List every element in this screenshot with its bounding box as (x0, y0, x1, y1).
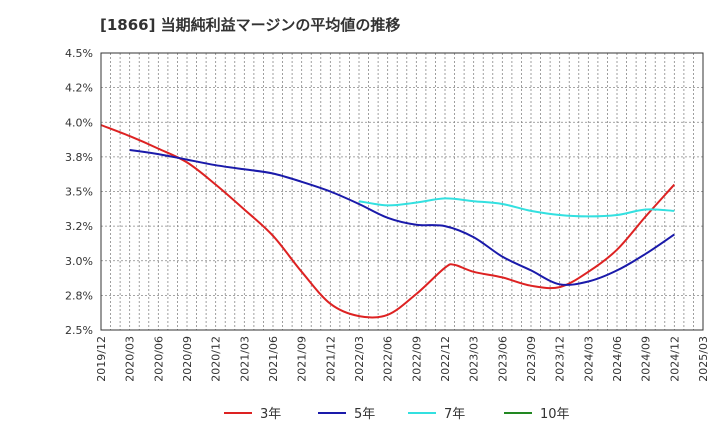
x-tick-label: 2022/03 (353, 336, 366, 382)
y-tick-label: 2.5% (65, 324, 93, 337)
x-tick-label: 2022/12 (439, 336, 452, 382)
y-tick-label: 4.0% (65, 116, 93, 129)
chart-title: [1866] 当期純利益マージンの平均値の推移 (100, 16, 401, 34)
x-tick-label: 2023/09 (525, 336, 538, 382)
series-lines (100, 124, 676, 319)
x-tick-label: 2022/09 (410, 336, 423, 382)
legend-label: 3年 (260, 407, 281, 422)
y-tick-label: 3.8% (65, 151, 93, 164)
x-tick-label: 2022/06 (382, 336, 395, 382)
y-tick-label: 4.5% (65, 47, 93, 60)
x-axis-ticks: 2019/12 2020/03 2020/06 2020/09 2020/12 2021/… (95, 336, 710, 382)
x-tick-label: 2025/03 (697, 336, 710, 382)
series-line-1 (129, 149, 675, 286)
x-tick-label: 2019/12 (95, 336, 108, 382)
x-tick-label: 2023/12 (554, 336, 567, 382)
x-tick-label: 2024/12 (668, 336, 681, 382)
y-tick-label: 4.2% (65, 82, 93, 95)
x-tick-label: 2020/12 (210, 336, 223, 382)
legend-label: 5年 (354, 407, 375, 422)
grid (101, 53, 703, 330)
x-tick-label: 2021/06 (267, 336, 280, 382)
legend-label: 10年 (540, 407, 570, 422)
x-tick-label: 2021/12 (324, 336, 337, 382)
series-line-2 (358, 197, 675, 218)
y-tick-label: 3.0% (65, 255, 93, 268)
y-tick-label: 2.8% (65, 289, 93, 302)
x-tick-label: 2021/09 (296, 336, 309, 382)
series-line-0 (100, 124, 676, 319)
legend-label: 7年 (444, 407, 465, 422)
x-tick-label: 2023/03 (468, 336, 481, 382)
x-tick-label: 2024/03 (582, 336, 595, 382)
legend: 3年 5年 7年 10年 (224, 407, 570, 422)
x-tick-label: 2020/06 (152, 336, 165, 382)
y-tick-label: 3.5% (65, 186, 93, 199)
x-tick-label: 2021/03 (238, 336, 251, 382)
x-tick-label: 2024/09 (640, 336, 653, 382)
x-tick-label: 2020/03 (124, 336, 137, 382)
y-axis-ticks: 4.5% 4.2% 4.0% 3.8% 3.5% 3.2% 3.0% 2.8% 2.5% (65, 47, 93, 337)
y-tick-label: 3.2% (65, 220, 93, 233)
x-tick-label: 2024/06 (611, 336, 624, 382)
x-tick-label: 2020/09 (181, 336, 194, 382)
plot-frame (100, 52, 704, 331)
x-tick-label: 2023/06 (496, 336, 509, 382)
